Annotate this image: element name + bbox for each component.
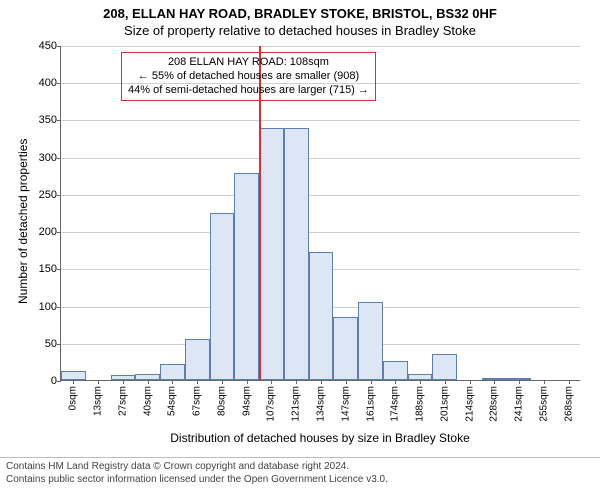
y-tick-mark (57, 120, 61, 121)
x-tick-label: 67sqm (192, 386, 203, 416)
x-tick-label: 40sqm (142, 386, 153, 416)
x-tick-label: 107sqm (266, 386, 277, 422)
x-tick-mark (222, 380, 223, 384)
x-tick-mark (346, 380, 347, 384)
annotation-box: 208 ELLAN HAY ROAD: 108sqm← 55% of detac… (121, 52, 376, 101)
y-tick-label: 50 (45, 338, 57, 350)
grid-line (61, 232, 580, 233)
annotation-line: ← 55% of detached houses are smaller (90… (128, 70, 369, 84)
histogram-bar (234, 173, 259, 380)
x-tick-mark (271, 380, 272, 384)
y-tick-mark (57, 269, 61, 270)
histogram-bar (358, 302, 383, 380)
x-tick-label: 54sqm (167, 386, 178, 416)
x-tick-label: 13sqm (93, 386, 104, 416)
y-tick-mark (57, 46, 61, 47)
annotation-line: 208 ELLAN HAY ROAD: 108sqm (128, 56, 369, 70)
x-tick-label: 134sqm (316, 386, 327, 422)
x-tick-label: 228sqm (489, 386, 500, 422)
x-tick-mark (73, 380, 74, 384)
x-tick-label: 27sqm (117, 386, 128, 416)
histogram-bar (185, 339, 210, 380)
x-tick-label: 188sqm (415, 386, 426, 422)
histogram-bar (383, 361, 408, 380)
histogram-bar (284, 128, 309, 380)
y-tick-label: 200 (39, 226, 57, 238)
x-tick-mark (494, 380, 495, 384)
x-tick-mark (123, 380, 124, 384)
y-tick-label: 300 (39, 152, 57, 164)
x-tick-label: 94sqm (241, 386, 252, 416)
x-tick-label: 174sqm (390, 386, 401, 422)
histogram-bar (309, 252, 334, 380)
chart-title-main: 208, ELLAN HAY ROAD, BRADLEY STOKE, BRIS… (0, 0, 600, 21)
x-tick-mark (321, 380, 322, 384)
x-tick-label: 241sqm (514, 386, 525, 422)
x-tick-label: 0sqm (68, 386, 79, 410)
x-tick-label: 268sqm (563, 386, 574, 422)
x-tick-label: 255sqm (538, 386, 549, 422)
x-tick-mark (197, 380, 198, 384)
footer-line-1: Contains HM Land Registry data © Crown c… (6, 460, 594, 473)
y-tick-label: 100 (39, 301, 57, 313)
x-tick-mark (395, 380, 396, 384)
y-tick-mark (57, 344, 61, 345)
chart-title-sub: Size of property relative to detached ho… (0, 21, 600, 38)
x-tick-mark (296, 380, 297, 384)
y-tick-label: 400 (39, 77, 57, 89)
x-tick-mark (519, 380, 520, 384)
histogram-bar (61, 371, 86, 380)
x-tick-label: 147sqm (340, 386, 351, 422)
x-tick-mark (148, 380, 149, 384)
y-tick-mark (57, 158, 61, 159)
y-tick-mark (57, 381, 61, 382)
x-tick-label: 121sqm (291, 386, 302, 422)
x-tick-mark (569, 380, 570, 384)
x-tick-mark (470, 380, 471, 384)
footer-line-2: Contains public sector information licen… (6, 473, 594, 486)
annotation-line: 44% of semi-detached houses are larger (… (128, 84, 369, 98)
y-tick-mark (57, 195, 61, 196)
x-axis-label: Distribution of detached houses by size … (60, 431, 580, 445)
y-tick-label: 0 (51, 375, 57, 387)
x-tick-label: 214sqm (464, 386, 475, 422)
footer-attribution: Contains HM Land Registry data © Crown c… (0, 457, 600, 488)
y-tick-mark (57, 232, 61, 233)
x-tick-mark (247, 380, 248, 384)
histogram-bar (259, 128, 284, 380)
histogram-bar (160, 364, 185, 380)
grid-line (61, 120, 580, 121)
x-tick-mark (98, 380, 99, 384)
plot-area: 0501001502002503003504004500sqm13sqm27sq… (60, 46, 580, 381)
x-tick-label: 161sqm (365, 386, 376, 422)
x-tick-label: 80sqm (216, 386, 227, 416)
x-tick-mark (371, 380, 372, 384)
y-axis-label: Number of detached properties (16, 138, 30, 303)
grid-line (61, 46, 580, 47)
histogram-bar (432, 354, 457, 380)
x-tick-label: 201sqm (439, 386, 450, 422)
y-tick-label: 450 (39, 40, 57, 52)
y-tick-label: 150 (39, 263, 57, 275)
x-tick-mark (445, 380, 446, 384)
y-tick-label: 350 (39, 114, 57, 126)
x-tick-mark (544, 380, 545, 384)
grid-line (61, 195, 580, 196)
chart-container: 208, ELLAN HAY ROAD, BRADLEY STOKE, BRIS… (0, 0, 600, 500)
histogram-bar (333, 317, 358, 380)
y-tick-label: 250 (39, 189, 57, 201)
y-tick-mark (57, 307, 61, 308)
histogram-bar (210, 213, 235, 381)
y-tick-mark (57, 83, 61, 84)
x-tick-mark (172, 380, 173, 384)
grid-line (61, 158, 580, 159)
x-tick-mark (420, 380, 421, 384)
